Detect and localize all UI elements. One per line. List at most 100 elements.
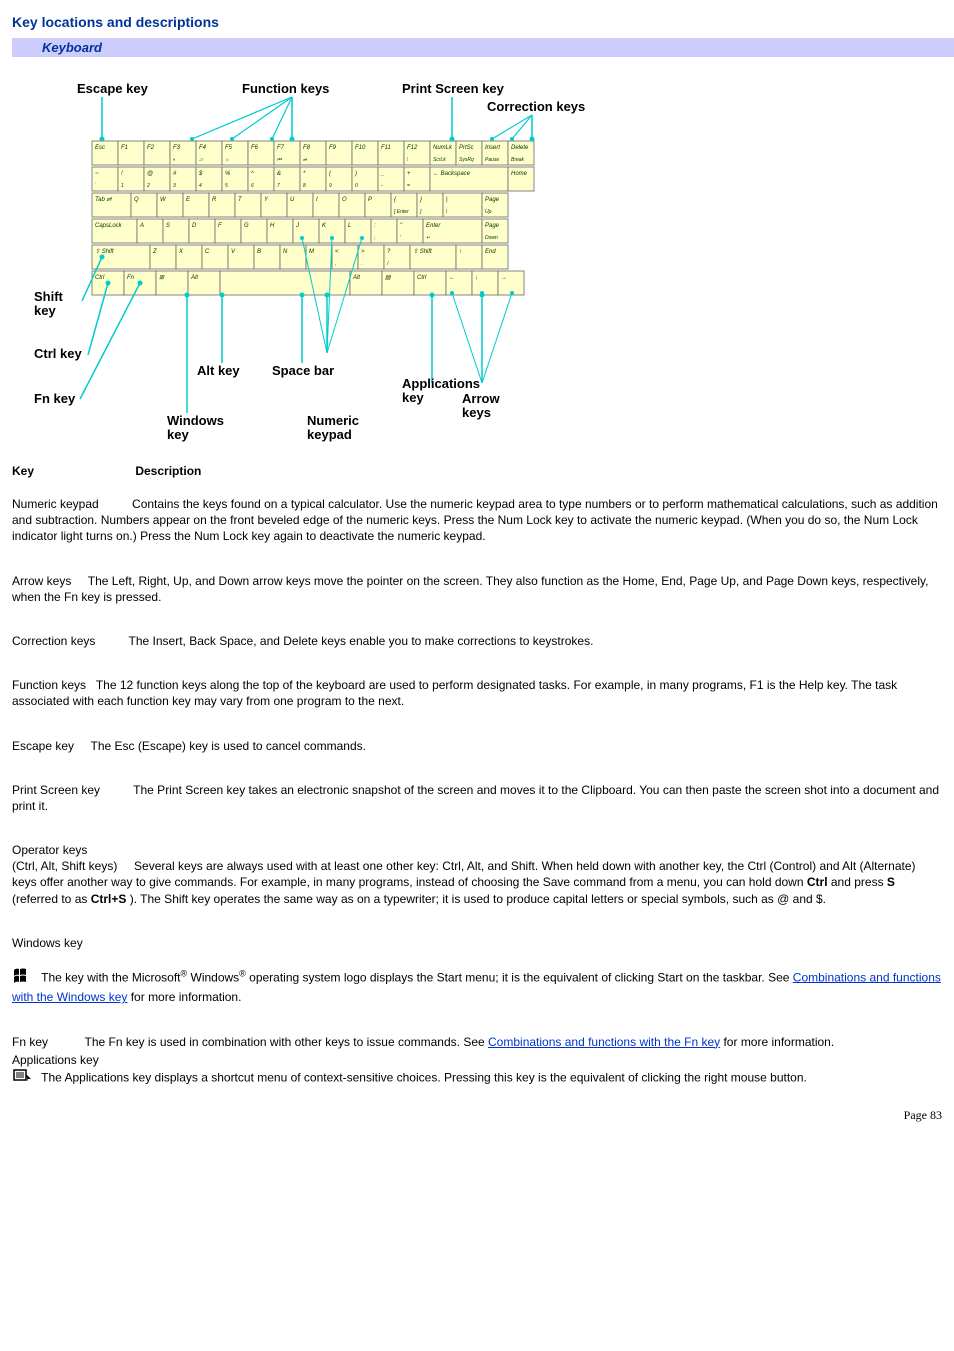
svg-text:$: $ bbox=[198, 171, 203, 177]
svg-text:Alt: Alt bbox=[190, 275, 198, 281]
svg-text:Home: Home bbox=[511, 171, 528, 177]
svg-text:keypad: keypad bbox=[307, 427, 352, 442]
svg-text:Pause: Pause bbox=[485, 157, 499, 163]
svg-text:G: G bbox=[244, 223, 249, 229]
svg-text:Insert: Insert bbox=[485, 145, 500, 151]
svg-text:F4: F4 bbox=[199, 145, 207, 151]
svg-text:F8: F8 bbox=[303, 145, 311, 151]
fn-link[interactable]: Combinations and functions with the Fn k… bbox=[488, 1035, 720, 1049]
svg-text:PrtSc: PrtSc bbox=[459, 145, 474, 151]
svg-text:F2: F2 bbox=[147, 145, 155, 151]
svg-text:5: 5 bbox=[225, 183, 228, 189]
th-key: Key bbox=[12, 464, 132, 478]
svg-text:Page: Page bbox=[485, 197, 500, 203]
reg2: ® bbox=[239, 968, 246, 978]
page-number: Page 83 bbox=[12, 1108, 942, 1123]
svg-text:↑: ↑ bbox=[459, 249, 462, 255]
svg-text:R: R bbox=[212, 197, 217, 203]
svg-text:1: 1 bbox=[121, 183, 124, 189]
svg-text:0: 0 bbox=[355, 183, 358, 189]
svg-text:key: key bbox=[34, 303, 56, 318]
svg-text:← Backspace: ← Backspace bbox=[433, 171, 471, 177]
svg-text:Esc: Esc bbox=[95, 145, 105, 151]
svg-text:F11: F11 bbox=[381, 145, 391, 151]
svg-text:Delete: Delete bbox=[511, 145, 529, 151]
svg-text:Applications: Applications bbox=[402, 376, 480, 391]
desc-fn-b: for more information. bbox=[720, 1035, 834, 1049]
svg-text:⁞: ⁞ bbox=[407, 157, 408, 163]
svg-text:Function keys: Function keys bbox=[242, 81, 329, 96]
svg-text:Shift: Shift bbox=[34, 289, 64, 304]
svg-text:↓: ↓ bbox=[475, 275, 478, 281]
svg-text:=: = bbox=[407, 183, 410, 189]
entry-windows: Windows key The key with the Microsoft® … bbox=[12, 935, 942, 1006]
svg-text:key: key bbox=[167, 427, 189, 442]
key-operator: Operator keys bbox=[12, 843, 87, 857]
svg-text:Z: Z bbox=[152, 249, 157, 255]
entry-fn: Fn key The Fn key is used in combination… bbox=[12, 1034, 942, 1050]
svg-text:F10: F10 bbox=[355, 145, 366, 151]
desc-windows-c: operating system logo displays the Start… bbox=[246, 970, 793, 984]
svg-text:L: L bbox=[348, 223, 351, 229]
svg-text:%: % bbox=[225, 171, 231, 177]
svg-text:Alt key: Alt key bbox=[197, 363, 240, 378]
desc-windows-b: Windows bbox=[187, 970, 239, 984]
entry-function: Function keys The 12 function keys along… bbox=[12, 677, 942, 709]
entry-escape: Escape key The Esc (Escape) key is used … bbox=[12, 738, 942, 754]
svg-text:6: 6 bbox=[251, 183, 254, 189]
svg-text:key: key bbox=[402, 390, 424, 405]
svg-text:←: ← bbox=[449, 275, 455, 281]
svg-text:&: & bbox=[277, 171, 281, 177]
keyboard-svg: EscF1F2F3◐F4▱F5☼F6F7⏮F8⏯F9F10F11F12⁞NumL… bbox=[32, 63, 592, 443]
desc-numeric: Contains the keys found on a typical cal… bbox=[12, 497, 938, 543]
desc-escape: The Esc (Escape) key is used to cancel c… bbox=[91, 739, 366, 753]
svg-text:Fn key: Fn key bbox=[34, 391, 76, 406]
svg-text:F6: F6 bbox=[251, 145, 259, 151]
section-title: Key locations and descriptions bbox=[12, 14, 942, 30]
desc-operator-c: (referred to as bbox=[12, 892, 91, 906]
svg-text:Up: Up bbox=[485, 209, 492, 215]
desc-correction: The Insert, Back Space, and Delete keys … bbox=[129, 634, 594, 648]
key-correction: Correction keys bbox=[12, 634, 95, 648]
ctrls-bold: Ctrl+S bbox=[91, 892, 127, 906]
entry-correction: Correction keys The Insert, Back Space, … bbox=[12, 633, 942, 649]
svg-text:@: @ bbox=[147, 171, 153, 177]
svg-text:S: S bbox=[166, 223, 170, 229]
svg-text:+: + bbox=[407, 171, 411, 177]
svg-text:⇧ Shift: ⇧ Shift bbox=[95, 248, 114, 255]
svg-text:Ctrl: Ctrl bbox=[95, 275, 105, 281]
svg-text:[ Enter: [ Enter bbox=[393, 209, 409, 215]
key-function: Function keys bbox=[12, 678, 86, 692]
svg-text:Ctrl key: Ctrl key bbox=[34, 346, 82, 361]
th-desc: Description bbox=[135, 464, 201, 478]
svg-text:N: N bbox=[283, 249, 288, 255]
svg-text:F12: F12 bbox=[407, 145, 418, 151]
svg-text:2: 2 bbox=[146, 183, 150, 189]
svg-text:◐: ◐ bbox=[173, 157, 176, 163]
svg-text:4: 4 bbox=[199, 183, 202, 189]
desc-function: The 12 function keys along the top of th… bbox=[12, 678, 897, 708]
desc-operator-a: Several keys are always used with at lea… bbox=[12, 859, 916, 889]
desc-fn-a: The Fn key is used in combination with o… bbox=[84, 1035, 488, 1049]
table-header: Key Description bbox=[12, 464, 942, 478]
svg-text:3: 3 bbox=[173, 183, 176, 189]
svg-text:Fn: Fn bbox=[127, 275, 135, 281]
key-numeric: Numeric keypad bbox=[12, 497, 99, 511]
svg-text:☼: ☼ bbox=[225, 157, 230, 163]
svg-text:Q: Q bbox=[134, 197, 139, 203]
svg-text:,: , bbox=[335, 261, 336, 267]
svg-text:NumLk: NumLk bbox=[433, 145, 453, 151]
svg-text:F5: F5 bbox=[225, 145, 233, 151]
svg-text:F1: F1 bbox=[121, 145, 128, 151]
svg-text:<: < bbox=[335, 249, 339, 255]
key-fn: Fn key bbox=[12, 1035, 48, 1049]
svg-text:U: U bbox=[290, 197, 295, 203]
svg-text:8: 8 bbox=[303, 183, 306, 189]
s-bold: S bbox=[887, 875, 895, 889]
svg-text:O: O bbox=[342, 197, 347, 203]
desc-printscreen: The Print Screen key takes an electronic… bbox=[12, 783, 939, 813]
key-arrow: Arrow keys bbox=[12, 574, 71, 588]
svg-text:End: End bbox=[485, 249, 496, 255]
svg-text:CapsLock: CapsLock bbox=[95, 223, 123, 229]
key-windows: Windows key bbox=[12, 936, 83, 950]
